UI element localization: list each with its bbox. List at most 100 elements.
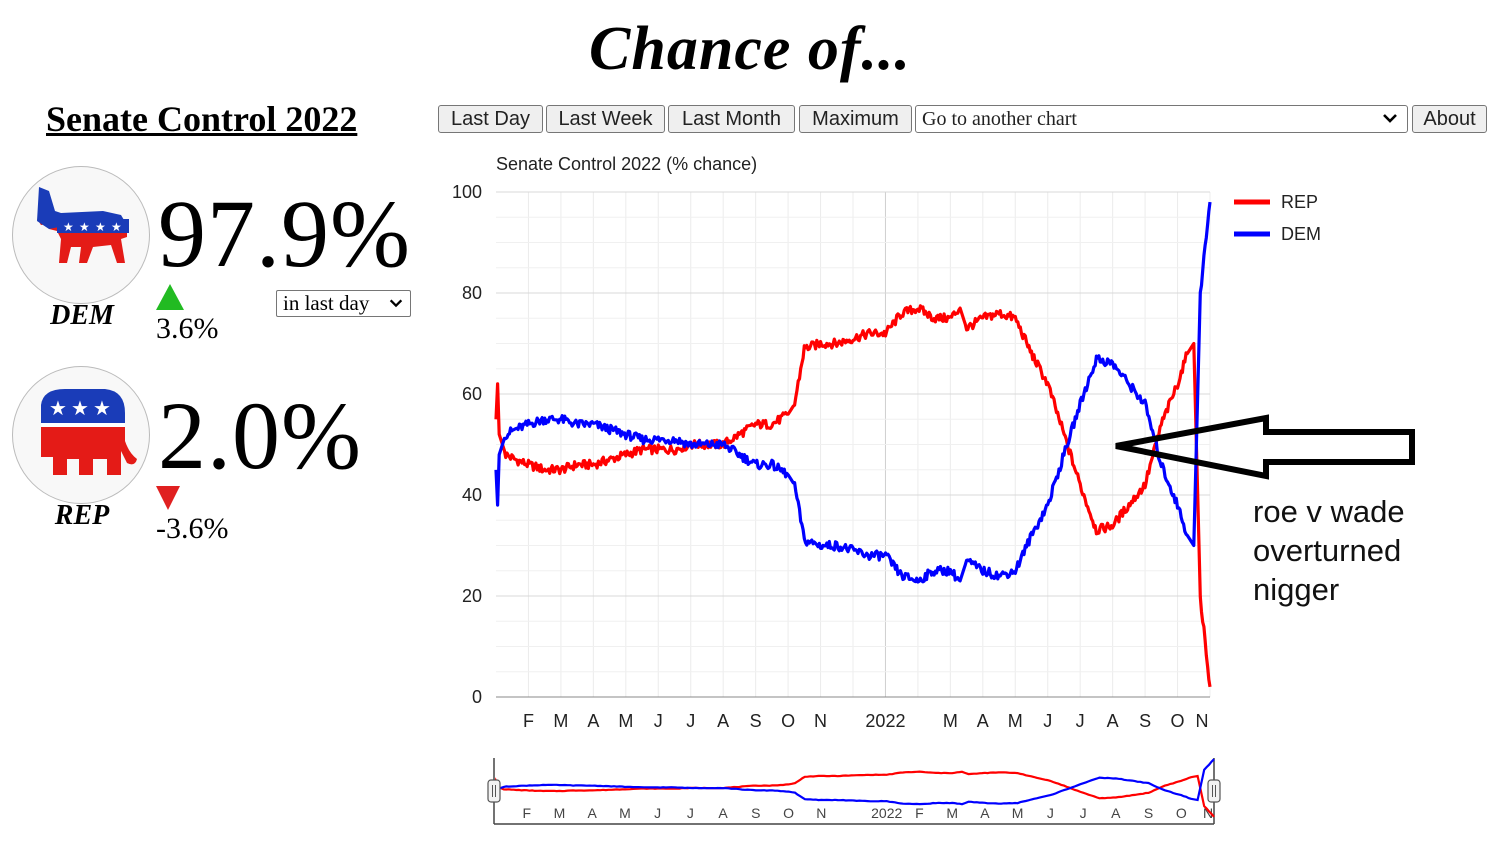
chevron-down-icon xyxy=(389,299,403,308)
period-select[interactable]: in last day xyxy=(276,290,411,317)
y-axis-labels: 0 20 40 60 80 100 xyxy=(452,182,482,707)
about-button[interactable]: About xyxy=(1412,105,1487,133)
x-tick-label: A xyxy=(1107,711,1119,731)
svg-text:★: ★ xyxy=(49,396,67,420)
x-tick-label: N xyxy=(814,711,827,731)
x-tick-label: J xyxy=(1076,711,1085,731)
navigator-tick-label: F xyxy=(915,805,924,821)
rep-percent: 2.0% xyxy=(158,382,362,489)
navigator-tick-label: A xyxy=(588,805,598,821)
navigator-tick-label: 2022 xyxy=(871,805,902,821)
x-tick-label: N xyxy=(1196,711,1209,731)
y-tick-label: 20 xyxy=(462,586,482,606)
navigator-tick-label: F xyxy=(522,805,531,821)
navigator-tick-label: N xyxy=(816,805,826,821)
navigator-tick-label: J xyxy=(1047,805,1054,821)
chart-gridlines xyxy=(496,191,1211,698)
navigator-left-handle[interactable] xyxy=(487,779,501,803)
navigator-tick-label: O xyxy=(1176,805,1187,821)
annotation-arrow xyxy=(1115,414,1415,480)
down-arrow-icon xyxy=(156,486,180,510)
series-line-rep xyxy=(494,304,1212,688)
market-title: Senate Control 2022 xyxy=(46,99,358,139)
navigator-tick-label: S xyxy=(1144,805,1153,821)
navigator-tick-label: A xyxy=(718,805,728,821)
x-tick-label: J xyxy=(1043,711,1052,731)
navigator-tick-label: J xyxy=(654,805,661,821)
y-tick-label: 60 xyxy=(462,384,482,404)
navigator-tick-label: S xyxy=(751,805,760,821)
dem-change-value: 3.6% xyxy=(156,312,219,345)
legend-label[interactable]: DEM xyxy=(1281,224,1321,244)
last-day-button[interactable]: Last Day xyxy=(438,105,543,133)
x-tick-label: A xyxy=(717,711,729,731)
x-tick-label: M xyxy=(553,711,568,731)
navigator-tick-label: J xyxy=(1080,805,1087,821)
chart-series xyxy=(494,201,1212,688)
x-tick-label: O xyxy=(1171,711,1185,731)
navigator-tick-label: M xyxy=(619,805,631,821)
navigator-background xyxy=(494,758,1214,824)
dem-label: DEM xyxy=(50,300,114,331)
x-tick-label: A xyxy=(587,711,599,731)
x-tick-label: F xyxy=(523,711,534,731)
dem-change: 3.6% xyxy=(156,284,219,344)
up-arrow-icon xyxy=(156,284,184,310)
svg-text:★: ★ xyxy=(79,220,90,234)
y-tick-label: 100 xyxy=(452,182,482,202)
navigator-tick-label: M xyxy=(1012,805,1024,821)
y-tick-label: 0 xyxy=(472,687,482,707)
period-select-value: in last day xyxy=(283,291,370,315)
navigator-series-rep xyxy=(492,770,1215,818)
rep-label: REP xyxy=(54,500,110,531)
navigator-tick-label: N xyxy=(1203,805,1213,821)
y-tick-label: 80 xyxy=(462,283,482,303)
rep-change: -3.6% xyxy=(156,484,228,544)
republican-elephant-logo: ★ ★ ★ xyxy=(12,366,150,504)
last-month-button[interactable]: Last Month xyxy=(668,105,795,133)
x-tick-label: M xyxy=(618,711,633,731)
navigator-tick-label: M xyxy=(554,805,566,821)
annotation-line: nigger xyxy=(1253,572,1340,607)
x-tick-label: S xyxy=(750,711,762,731)
legend-label[interactable]: REP xyxy=(1281,192,1318,212)
svg-text:★: ★ xyxy=(95,220,106,234)
range-navigator[interactable]: F M A M J J A S O N 2022 F M A M J J A S O N xyxy=(487,758,1221,825)
svg-text:★: ★ xyxy=(111,220,122,234)
navigator-tick-label: J xyxy=(687,805,694,821)
dem-percent: 97.9% xyxy=(158,180,411,287)
rep-change-value: -3.6% xyxy=(156,512,229,545)
elephant-icon: ★ ★ ★ xyxy=(41,389,137,475)
chart-title: Senate Control 2022 (% chance) xyxy=(496,154,757,174)
chart-legend[interactable]: REP DEM xyxy=(1234,192,1321,244)
x-tick-label: A xyxy=(977,711,989,731)
x-tick-label: 2022 xyxy=(865,711,905,731)
svg-text:★: ★ xyxy=(71,396,89,420)
x-tick-label: M xyxy=(1008,711,1023,731)
chart-select-value: Go to another chart xyxy=(922,108,1077,130)
navigator-tick-label: M xyxy=(946,805,958,821)
navigator-tick-label: A xyxy=(1111,805,1121,821)
page-title: Chance of... xyxy=(589,15,911,83)
last-week-button[interactable]: Last Week xyxy=(546,105,665,133)
navigator-tick-label: A xyxy=(980,805,990,821)
x-tick-label: J xyxy=(686,711,695,731)
maximum-button[interactable]: Maximum xyxy=(799,105,912,133)
navigator-series-dem xyxy=(492,758,1215,806)
navigator-tick-label: O xyxy=(783,805,794,821)
navigator-right-handle[interactable] xyxy=(1207,779,1221,803)
chevron-down-icon xyxy=(1383,114,1397,123)
x-tick-label: J xyxy=(654,711,663,731)
x-tick-label: M xyxy=(943,711,958,731)
donkey-icon: ★ ★ ★ ★ xyxy=(37,187,129,263)
chart-select[interactable]: Go to another chart xyxy=(915,105,1408,133)
x-tick-label: S xyxy=(1139,711,1151,731)
x-tick-label: O xyxy=(781,711,795,731)
y-tick-label: 40 xyxy=(462,485,482,505)
x-axis-labels: F M A M J J A S O N 2022 M A M J J A S O N xyxy=(523,711,1209,731)
annotation-line: roe v wade xyxy=(1253,494,1405,529)
democrat-donkey-logo: ★ ★ ★ ★ xyxy=(12,166,150,304)
annotation-line: overturned xyxy=(1253,533,1402,568)
svg-text:★: ★ xyxy=(63,220,74,234)
